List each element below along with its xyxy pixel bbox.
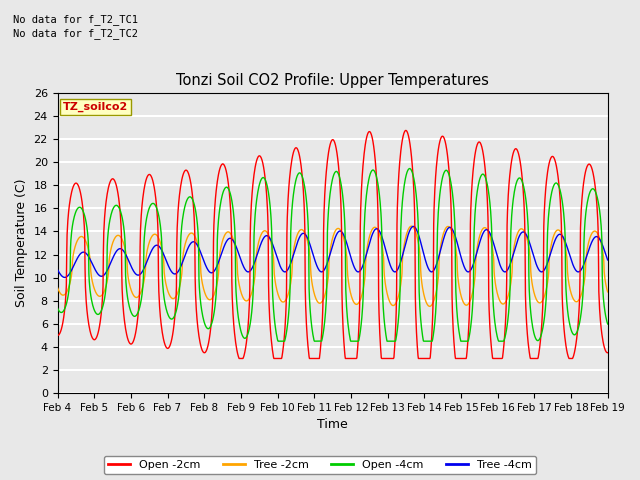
Title: Tonzi Soil CO2 Profile: Upper Temperatures: Tonzi Soil CO2 Profile: Upper Temperatur…	[176, 72, 489, 87]
X-axis label: Time: Time	[317, 419, 348, 432]
Y-axis label: Soil Temperature (C): Soil Temperature (C)	[15, 179, 28, 307]
Legend: Open -2cm, Tree -2cm, Open -4cm, Tree -4cm: Open -2cm, Tree -2cm, Open -4cm, Tree -4…	[104, 456, 536, 474]
Text: No data for f_T2_TC1
No data for f_T2_TC2: No data for f_T2_TC1 No data for f_T2_TC…	[13, 14, 138, 39]
Text: TZ_soilco2: TZ_soilco2	[63, 102, 128, 112]
